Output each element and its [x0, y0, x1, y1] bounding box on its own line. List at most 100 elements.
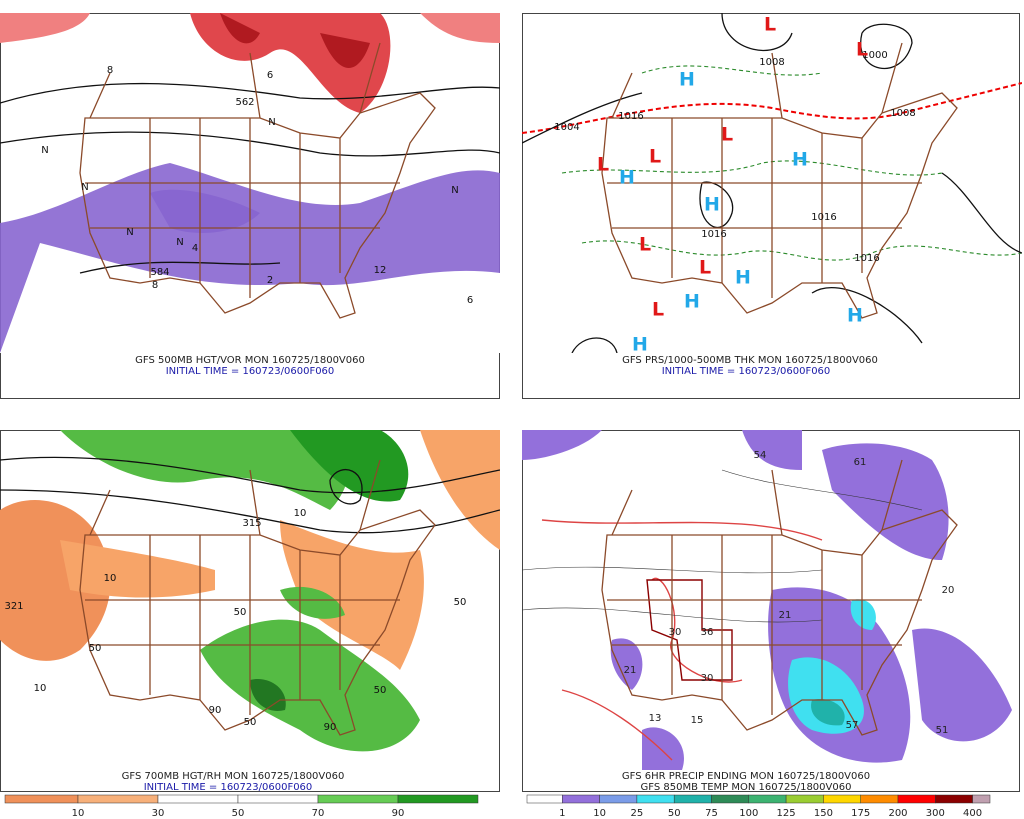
contour-label: 50 — [234, 607, 247, 618]
contour-label: 1008 — [890, 108, 915, 119]
map — [522, 430, 1012, 770]
colorbar-swatch — [4, 794, 79, 804]
colorbar-swatch — [237, 794, 319, 804]
pressure-center: L — [721, 124, 733, 146]
pressure-center: L — [699, 257, 711, 279]
contour-label: 1016 — [701, 229, 726, 240]
colorbar-swatch — [785, 794, 824, 804]
pressure-center: L — [649, 146, 661, 168]
contour-label: 90 — [324, 722, 337, 733]
contour-label: 6 — [267, 70, 273, 81]
contour-label: 12 — [374, 265, 387, 276]
contour-label: N — [126, 227, 133, 238]
pressure-center: H — [679, 69, 695, 91]
colorbar-swatch — [860, 794, 899, 804]
pressure-center: H — [632, 334, 648, 356]
contour-label: 8 — [152, 280, 158, 291]
map — [522, 13, 1022, 353]
initial-time: INITIAL TIME = 160723/0600F060 — [662, 366, 831, 377]
colorbar-label: 400 — [963, 808, 982, 819]
colorbar-label: 150 — [814, 808, 833, 819]
panel-frame — [522, 13, 1020, 399]
contour-label: 50 — [374, 685, 387, 696]
colorbar-swatch — [935, 794, 973, 804]
initial-time: INITIAL TIME = 160723/0600F060 — [144, 782, 313, 793]
colorbar-swatch — [397, 794, 479, 804]
colorbar-label: 90 — [392, 808, 405, 819]
contour-label: 1008 — [759, 57, 784, 68]
colorbar-swatch — [897, 794, 936, 804]
colorbar-label: 100 — [739, 808, 758, 819]
contour-label: 30 — [701, 673, 714, 684]
contour-label: 57 — [846, 720, 859, 731]
colorbar-swatch — [157, 794, 239, 804]
pressure-center: H — [792, 149, 808, 171]
contour-label: N — [176, 237, 183, 248]
contour-label: 1016 — [618, 111, 643, 122]
colorbar-label: 50 — [232, 808, 245, 819]
colorbar-label: 25 — [631, 808, 644, 819]
colorbar-label: 10 — [593, 808, 606, 819]
contour-label: 562 — [235, 97, 254, 108]
colorbar-swatch — [526, 794, 563, 804]
contour-label: 1000 — [862, 50, 887, 61]
map — [0, 13, 500, 353]
contour-label: 10 — [104, 573, 117, 584]
colorbar-swatch — [599, 794, 638, 804]
colorbar-swatch — [636, 794, 675, 804]
colorbar-label: 10 — [72, 808, 85, 819]
contour-label: 1016 — [854, 253, 879, 264]
contour-label: 54 — [754, 450, 767, 461]
contour-label: 2 — [267, 275, 273, 286]
colorbar-swatch — [317, 794, 399, 804]
contour-label: 50 — [454, 597, 467, 608]
pressure-center: L — [639, 234, 651, 256]
contour-label: N — [268, 117, 275, 128]
initial-time: INITIAL TIME = 160723/0600F060 — [166, 366, 335, 377]
caption-2: GFS 850MB TEMP MON 160725/1800V060 — [641, 782, 852, 793]
pressure-center: H — [735, 267, 751, 289]
colorbar-swatch — [562, 794, 600, 804]
contour-label: 51 — [936, 725, 949, 736]
contour-label: 4 — [192, 243, 198, 254]
colorbar-label: 1 — [559, 808, 565, 819]
contour-label: 315 — [242, 518, 261, 529]
contour-label: 21 — [779, 610, 792, 621]
contour-label: 584 — [150, 267, 169, 278]
colorbar-label: 70 — [312, 808, 325, 819]
colorbar-label: 75 — [705, 808, 718, 819]
pressure-center: H — [704, 194, 720, 216]
contour-label: 90 — [209, 705, 222, 716]
contour-label: N — [41, 145, 48, 156]
colorbar-swatch — [972, 794, 991, 804]
contour-label: 6 — [467, 295, 473, 306]
pressure-center: H — [847, 305, 863, 327]
caption: GFS 700MB HGT/RH MON 160725/1800V060 — [122, 771, 345, 782]
colorbar-label: 50 — [668, 808, 681, 819]
colorbar-swatch — [673, 794, 712, 804]
colorbar-label: 300 — [926, 808, 945, 819]
contour-label: 21 — [624, 665, 637, 676]
pressure-center: H — [619, 167, 635, 189]
pressure-center: L — [856, 39, 868, 61]
caption: GFS 6HR PRECIP ENDING MON 160725/1800V06… — [622, 771, 870, 782]
pressure-center: L — [764, 14, 776, 36]
colorbar-label: 30 — [152, 808, 165, 819]
pressure-center: H — [684, 291, 700, 313]
colorbar-swatch — [711, 794, 750, 804]
contour-label: 61 — [854, 457, 867, 468]
pressure-center: L — [597, 154, 609, 176]
contour-label: 50 — [89, 643, 102, 654]
colorbar-swatch — [823, 794, 861, 804]
contour-label: 36 — [701, 627, 714, 638]
contour-label: 15 — [691, 715, 704, 726]
contour-label: N — [451, 185, 458, 196]
contour-label: 10 — [294, 508, 307, 519]
contour-label: 13 — [649, 713, 662, 724]
contour-label: 1004 — [554, 122, 579, 133]
contour-label: 50 — [244, 717, 257, 728]
colorbar-swatch — [77, 794, 159, 804]
contour-label: 20 — [942, 585, 955, 596]
contour-label: 30 — [669, 627, 682, 638]
